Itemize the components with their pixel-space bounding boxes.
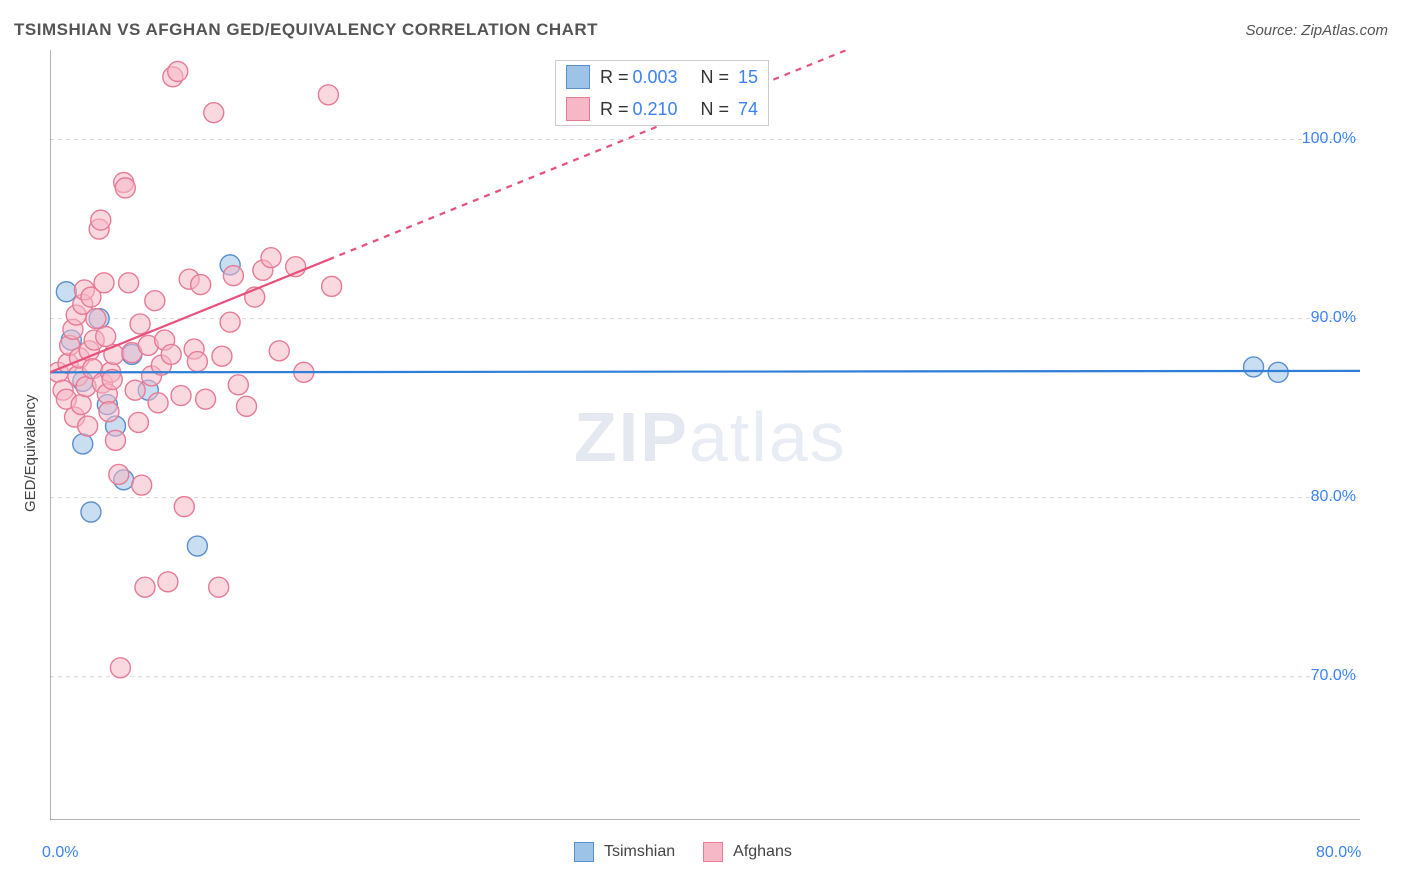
y-axis-label: GED/Equivalency bbox=[22, 394, 39, 512]
y-tick-label: 90.0% bbox=[1311, 309, 1356, 327]
x-tick-label: 0.0% bbox=[42, 844, 78, 862]
y-tick-label: 80.0% bbox=[1311, 488, 1356, 506]
watermark-bold: ZIP bbox=[574, 398, 689, 476]
source-label: Source: ZipAtlas.com bbox=[1245, 22, 1388, 39]
y-tick-label: 70.0% bbox=[1311, 667, 1356, 685]
series-legend-item: Afghans bbox=[703, 842, 792, 862]
stats-legend: R = 0.003 N = 15R = 0.210 N = 74 bbox=[555, 60, 769, 126]
x-tick-label: 80.0% bbox=[1316, 844, 1361, 862]
watermark: ZIPatlas bbox=[574, 397, 847, 477]
series-legend-item: Tsimshian bbox=[574, 842, 675, 862]
stats-legend-row: R = 0.210 N = 74 bbox=[556, 93, 768, 125]
watermark-light: atlas bbox=[689, 398, 847, 476]
series-legend: Tsimshian Afghans bbox=[574, 842, 792, 862]
y-tick-label: 100.0% bbox=[1302, 130, 1356, 148]
stats-legend-row: R = 0.003 N = 15 bbox=[556, 61, 768, 93]
chart-title: TSIMSHIAN VS AFGHAN GED/EQUIVALENCY CORR… bbox=[14, 20, 598, 40]
